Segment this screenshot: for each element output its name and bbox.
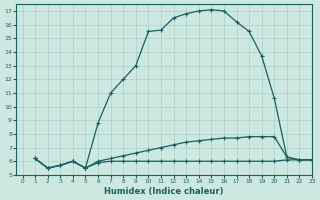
X-axis label: Humidex (Indice chaleur): Humidex (Indice chaleur) <box>104 187 224 196</box>
